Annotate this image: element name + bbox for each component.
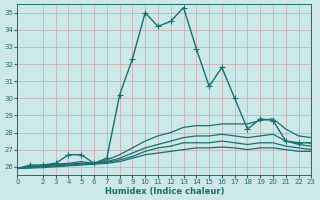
X-axis label: Humidex (Indice chaleur): Humidex (Indice chaleur) — [105, 187, 224, 196]
